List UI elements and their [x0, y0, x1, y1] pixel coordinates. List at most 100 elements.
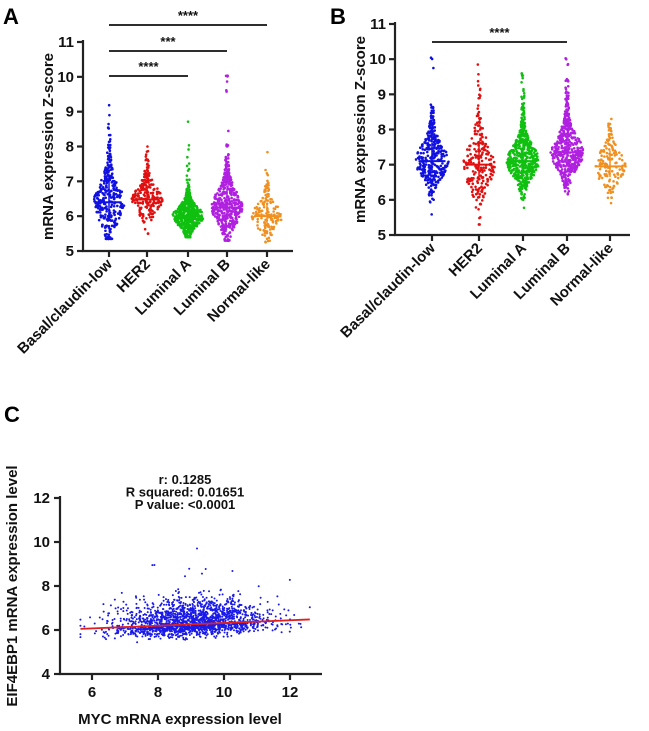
- data-point: [121, 205, 124, 209]
- data-point: [232, 613, 235, 616]
- data-point: [229, 175, 232, 179]
- data-point: [516, 152, 519, 155]
- data-point: [125, 609, 128, 612]
- data-point: [94, 205, 98, 209]
- data-point: [486, 145, 490, 149]
- data-point: [120, 608, 123, 611]
- data-point: [215, 604, 218, 607]
- data-point: [122, 600, 125, 603]
- data-point: [99, 183, 102, 186]
- data-point: [112, 188, 116, 192]
- data-point: [513, 145, 517, 149]
- data-point: [109, 168, 113, 171]
- data-point: [119, 205, 122, 209]
- data-point: [213, 604, 216, 607]
- data-point: [620, 158, 624, 162]
- data-point: [108, 178, 112, 182]
- data-point: [479, 117, 482, 120]
- data-point: [188, 194, 192, 198]
- data-point: [105, 181, 109, 185]
- data-point: [255, 615, 258, 618]
- data-point: [131, 617, 134, 620]
- data-point: [525, 140, 529, 144]
- data-point: [483, 144, 487, 148]
- data-point: [561, 153, 564, 157]
- data-point: [256, 207, 259, 211]
- data-point: [178, 596, 181, 599]
- data-point: [527, 152, 531, 155]
- data-point: [560, 175, 564, 178]
- data-point: [144, 155, 148, 158]
- data-point: [217, 616, 220, 619]
- data-point: [171, 610, 174, 613]
- data-point: [531, 156, 535, 160]
- data-point: [607, 135, 611, 138]
- data-point: [536, 164, 540, 168]
- data-point: [437, 175, 440, 179]
- data-point: [128, 618, 131, 621]
- data-point: [467, 182, 471, 186]
- data-point: [512, 174, 515, 178]
- data-point: [172, 214, 175, 217]
- data-point: [488, 168, 491, 171]
- data-point: [520, 183, 523, 186]
- swarm-3: [549, 57, 585, 196]
- data-point: [176, 632, 179, 635]
- data-point: [554, 166, 558, 169]
- data-point: [239, 209, 242, 213]
- data-point: [188, 188, 191, 192]
- data-point: [196, 217, 200, 220]
- data-point: [119, 620, 122, 623]
- data-point: [521, 198, 525, 202]
- data-point: [235, 615, 238, 618]
- data-point: [476, 79, 480, 83]
- data-point: [432, 118, 436, 122]
- data-point: [253, 630, 256, 633]
- data-point: [192, 224, 195, 228]
- data-point: [426, 142, 430, 146]
- data-point: [599, 158, 603, 162]
- data-point: [231, 216, 234, 220]
- data-point: [185, 226, 188, 229]
- data-point: [107, 216, 111, 220]
- panel-label-b: B: [330, 4, 346, 29]
- data-point: [549, 151, 552, 154]
- data-point: [101, 618, 104, 621]
- data-point: [249, 624, 252, 627]
- data-point: [478, 223, 481, 226]
- data-point: [186, 184, 190, 188]
- data-point: [236, 211, 240, 214]
- data-point: [195, 596, 198, 599]
- data-point: [560, 144, 564, 148]
- data-point: [147, 181, 150, 184]
- data-point: [103, 226, 107, 229]
- data-point: [515, 138, 518, 142]
- data-point: [159, 196, 162, 200]
- data-point: [143, 607, 146, 610]
- data-point: [428, 190, 432, 194]
- data-point: [522, 89, 525, 93]
- data-point: [279, 218, 283, 222]
- data-point: [430, 193, 433, 197]
- data-point: [103, 206, 107, 210]
- data-point: [107, 634, 110, 637]
- data-point: [180, 207, 184, 210]
- data-point: [221, 214, 225, 218]
- data-point: [159, 203, 163, 207]
- data-point: [113, 210, 117, 214]
- data-point: [474, 142, 478, 146]
- data-point: [227, 615, 230, 618]
- data-point: [191, 209, 194, 212]
- data-point: [210, 633, 213, 636]
- x-tick-label: 12: [282, 684, 299, 701]
- data-point: [606, 191, 610, 195]
- data-point: [162, 596, 165, 599]
- data-point: [520, 185, 524, 188]
- data-point: [199, 591, 202, 594]
- data-point: [472, 142, 475, 145]
- data-point: [221, 610, 224, 613]
- data-point: [174, 590, 177, 593]
- data-point: [182, 206, 186, 210]
- data-point: [463, 165, 466, 169]
